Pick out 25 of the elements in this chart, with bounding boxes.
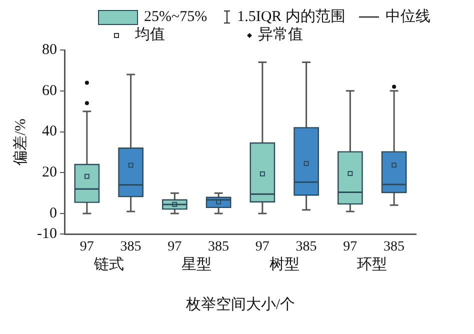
x-tick-label: 树型 xyxy=(269,256,300,273)
text: 385 xyxy=(296,240,317,255)
text: 97 xyxy=(80,240,94,255)
y-tick-label: 80 xyxy=(42,42,57,58)
x-tick-label: 星型 xyxy=(182,256,212,273)
y-tick-label: 40 xyxy=(42,124,57,140)
x-axis-title: 枚举空间大小/个 xyxy=(184,296,296,313)
text: 97 xyxy=(343,240,358,255)
text: 97 xyxy=(168,240,182,255)
text: 异常值 xyxy=(258,26,303,44)
y-tick-label: 20 xyxy=(42,164,57,181)
text: 25%~75% xyxy=(144,8,208,26)
text: 1.5IQR 内的范围 xyxy=(237,8,346,26)
text: 385 xyxy=(384,240,405,255)
x-tick-label: 链式 xyxy=(92,256,124,273)
text: 中位线 xyxy=(385,8,430,26)
text: 均值 xyxy=(135,26,165,44)
text: 97 xyxy=(255,240,270,255)
x-tick-label: 环型 xyxy=(357,256,388,273)
y-tick-label: -10 xyxy=(36,226,57,242)
y-tick-label: 60 xyxy=(42,82,57,99)
text: 385 xyxy=(208,240,230,255)
y-tick-label: 0 xyxy=(49,205,57,222)
y-axis-title: 偏差/% xyxy=(12,118,29,166)
text: 385 xyxy=(120,240,142,255)
